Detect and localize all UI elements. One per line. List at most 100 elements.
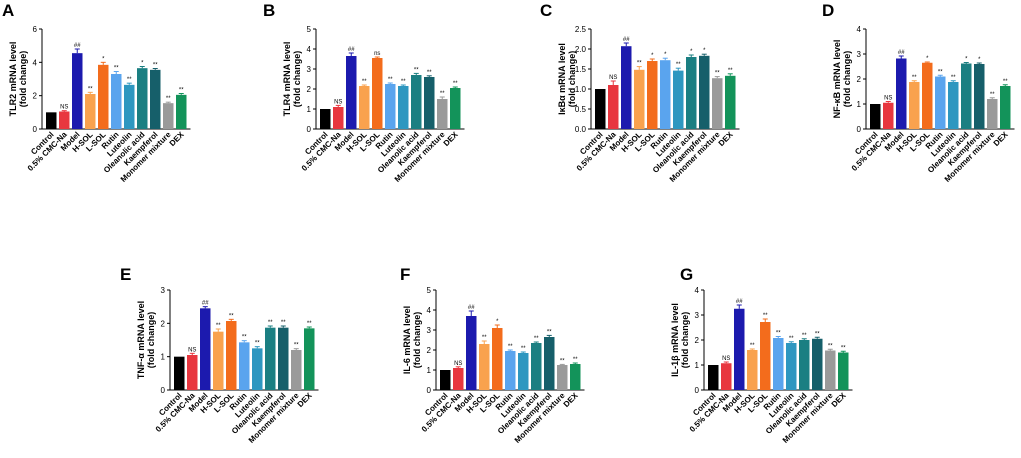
- bar: [786, 343, 797, 390]
- bar: [948, 82, 959, 129]
- significance-label: **: [508, 344, 513, 350]
- significance-label: **: [750, 343, 755, 349]
- significance-label: NS: [60, 105, 68, 111]
- significance-label: ##: [468, 305, 475, 311]
- significance-label: ns: [374, 51, 380, 57]
- significance-label: **: [88, 86, 93, 92]
- y-axis-title: NF-κB mRNA level: [832, 40, 842, 119]
- bar: [479, 344, 490, 390]
- bar: [544, 337, 555, 390]
- significance-label: *: [978, 57, 981, 63]
- y-tick-label: 1.0: [575, 85, 587, 94]
- y-axis-subtitle: (fold change): [842, 51, 852, 108]
- bar: [85, 94, 96, 129]
- bar: [226, 321, 237, 390]
- significance-label: **: [307, 321, 312, 327]
- bar: [773, 338, 784, 390]
- bar: [72, 53, 83, 129]
- y-tick-label: 3: [307, 65, 312, 74]
- significance-label: **: [114, 66, 119, 72]
- significance-label: NS: [188, 347, 196, 353]
- y-tick-label: 2: [161, 319, 166, 328]
- bar: [46, 112, 57, 129]
- significance-label: **: [715, 71, 720, 77]
- significance-label: **: [268, 320, 273, 326]
- significance-label: ##: [202, 301, 209, 307]
- bar: [187, 355, 198, 390]
- y-tick-label: 4: [695, 286, 700, 295]
- y-axis-title: IL-6 mRNA level: [402, 306, 412, 374]
- y-tick-label: 2: [33, 92, 38, 101]
- y-tick-label: 3: [857, 50, 862, 59]
- y-tick-label: 1.5: [575, 65, 587, 74]
- significance-label: ##: [74, 43, 81, 49]
- significance-label: NS: [722, 356, 730, 362]
- significance-label: **: [789, 336, 794, 342]
- y-tick-label: 0: [33, 125, 38, 134]
- bar: [359, 86, 370, 129]
- y-tick-label: 5: [427, 286, 432, 295]
- bar: [747, 350, 758, 390]
- y-tick-label: 2: [695, 336, 700, 345]
- panel-letter: G: [680, 265, 693, 284]
- bar: [987, 99, 998, 129]
- bar: [291, 350, 302, 390]
- bar: [595, 89, 606, 129]
- y-tick-label: 0: [161, 386, 166, 395]
- bar: [608, 85, 619, 129]
- significance-label: **: [573, 357, 578, 363]
- bar: [708, 365, 719, 390]
- bar: [150, 69, 161, 129]
- bar: [278, 327, 289, 390]
- bar: [838, 352, 849, 390]
- y-tick-label: 3: [695, 311, 700, 320]
- significance-label: **: [401, 79, 406, 85]
- bar: [909, 82, 920, 129]
- bar: [252, 348, 263, 390]
- significance-label: **: [153, 63, 158, 69]
- bar: [647, 61, 658, 129]
- significance-label: **: [294, 343, 299, 349]
- y-tick-label: 2: [857, 75, 862, 84]
- category-label: DEX: [992, 130, 1010, 148]
- panel-letter: C: [540, 1, 552, 20]
- significance-label: *: [690, 49, 693, 55]
- bar: [137, 68, 148, 129]
- significance-label: **: [255, 341, 260, 347]
- y-tick-label: 1: [695, 361, 700, 370]
- category-label: DEX: [562, 391, 580, 409]
- y-tick-label: 2: [427, 346, 432, 355]
- significance-label: *: [703, 48, 706, 54]
- bar: [492, 328, 503, 390]
- bar: [372, 58, 383, 129]
- significance-label: ##: [898, 50, 905, 56]
- significance-label: NS: [609, 75, 617, 81]
- significance-label: **: [388, 77, 393, 83]
- bar: [505, 351, 516, 390]
- bar: [239, 342, 250, 390]
- significance-label: **: [815, 331, 820, 337]
- y-tick-label: 3: [427, 326, 432, 335]
- significance-label: *: [664, 52, 667, 58]
- y-tick-label: 2.5: [575, 25, 587, 34]
- bar: [974, 64, 985, 129]
- bar: [200, 308, 211, 390]
- significance-label: **: [521, 346, 526, 352]
- bar: [883, 102, 894, 129]
- bar: [265, 327, 276, 390]
- category-label: DEX: [168, 130, 186, 148]
- y-axis-title: TLR4 mRNA level: [282, 42, 292, 117]
- significance-label: **: [547, 329, 552, 335]
- significance-label: NS: [884, 96, 892, 102]
- significance-label: **: [216, 323, 221, 329]
- significance-label: **: [560, 358, 565, 364]
- panel-letter: D: [822, 1, 834, 20]
- y-tick-label: 0: [307, 125, 312, 134]
- significance-label: **: [728, 68, 733, 74]
- significance-label: **: [534, 336, 539, 342]
- bar: [304, 328, 315, 390]
